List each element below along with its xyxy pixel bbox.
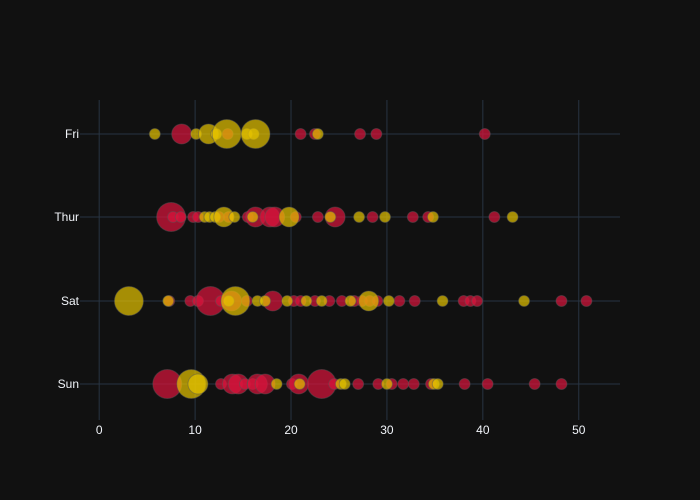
data-point <box>366 211 379 223</box>
data-point <box>358 290 380 312</box>
data-point <box>324 211 337 223</box>
data-point <box>278 206 300 228</box>
x-tick-label: 20 <box>284 423 298 437</box>
data-point <box>370 128 383 140</box>
data-point <box>338 378 351 390</box>
data-point <box>580 295 593 307</box>
y-tick-label: Fri <box>65 127 79 141</box>
data-point <box>240 119 271 149</box>
data-point <box>187 373 209 395</box>
data-point <box>259 295 272 307</box>
data-point <box>518 295 531 307</box>
data-point <box>311 211 324 223</box>
data-point <box>315 295 328 307</box>
data-point <box>211 119 242 149</box>
data-point <box>113 286 144 316</box>
data-point <box>171 123 193 145</box>
data-point <box>488 211 501 223</box>
data-point <box>148 128 161 140</box>
data-point <box>354 128 367 140</box>
data-point <box>380 378 393 390</box>
data-point <box>246 211 259 223</box>
data-point <box>352 378 365 390</box>
data-point <box>162 295 175 307</box>
x-tick-label: 10 <box>188 423 202 437</box>
axis-labels: 0 10 20 30 40 50 Sun Sat Thur Fri <box>54 127 585 437</box>
data-markers <box>113 119 593 399</box>
data-point <box>555 295 568 307</box>
data-point <box>382 295 395 307</box>
x-tick-label: 50 <box>572 423 586 437</box>
data-point <box>471 295 484 307</box>
data-point <box>397 378 410 390</box>
x-tick-label: 40 <box>476 423 490 437</box>
data-point <box>344 295 357 307</box>
data-point <box>406 211 419 223</box>
data-point <box>555 378 568 390</box>
data-point <box>528 378 541 390</box>
data-point <box>407 378 420 390</box>
data-point <box>506 211 519 223</box>
y-tick-label: Sun <box>58 377 79 391</box>
x-tick-label: 30 <box>380 423 394 437</box>
data-point <box>174 211 187 223</box>
data-point <box>393 295 406 307</box>
data-point <box>300 295 313 307</box>
data-point <box>478 128 491 140</box>
data-point <box>436 295 449 307</box>
y-tick-label: Thur <box>54 210 79 224</box>
data-point <box>294 128 307 140</box>
data-point <box>228 211 241 223</box>
data-point <box>270 378 283 390</box>
data-point <box>220 286 251 316</box>
data-point <box>408 295 421 307</box>
data-point <box>458 378 471 390</box>
data-point <box>311 128 324 140</box>
y-tick-label: Sat <box>61 294 80 308</box>
data-point <box>481 378 494 390</box>
data-point <box>293 378 306 390</box>
data-point <box>281 295 294 307</box>
data-point <box>353 211 366 223</box>
data-point <box>426 211 439 223</box>
x-tick-label: 0 <box>96 423 103 437</box>
data-point <box>379 211 392 223</box>
data-point <box>431 378 444 390</box>
